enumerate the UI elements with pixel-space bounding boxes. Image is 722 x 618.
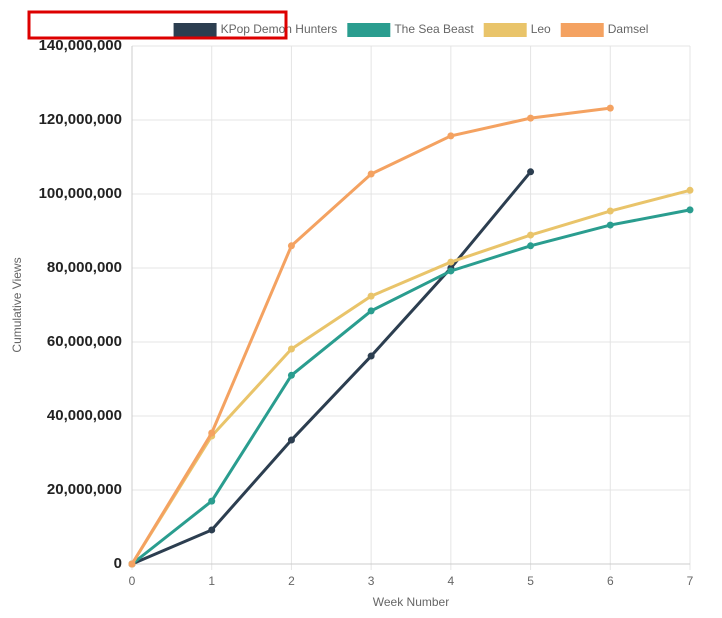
legend-item: Leo [483, 22, 551, 37]
data-point [527, 231, 535, 239]
data-point [287, 242, 295, 250]
data-point [287, 436, 295, 444]
data-point [686, 206, 694, 214]
data-point [606, 221, 614, 229]
data-point [128, 560, 136, 568]
series-line [131, 208, 691, 566]
highlight-box [27, 10, 288, 40]
y-tick-label: 20,000,000 [47, 481, 122, 498]
data-point [208, 526, 216, 534]
x-tick-label: 2 [288, 574, 295, 588]
legend-label: Leo [531, 22, 551, 36]
legend-label: KPop Demon Hunters [221, 22, 338, 36]
y-tick-label: 120,000,000 [39, 111, 122, 128]
data-point [447, 267, 455, 275]
data-point [367, 352, 375, 360]
data-point [367, 170, 375, 178]
data-point [367, 292, 375, 300]
series-line [130, 188, 691, 565]
legend-swatch [173, 23, 217, 37]
x-tick-label: 3 [368, 574, 375, 588]
data-point [527, 242, 535, 250]
data-point [686, 186, 694, 194]
x-tick-label: 1 [208, 574, 215, 588]
data-point [287, 371, 295, 379]
data-point [606, 207, 614, 215]
x-axis-title: Week Number [373, 595, 449, 609]
y-tick-label: 0 [114, 555, 122, 572]
series-line [131, 170, 532, 566]
legend-item: Damsel [560, 22, 649, 37]
y-axis-title: Cumulative Views [10, 257, 24, 352]
x-tick-label: 6 [607, 574, 614, 588]
legend-item: The Sea Beast [347, 22, 474, 37]
data-point [527, 114, 535, 122]
data-point [447, 132, 455, 140]
legend-swatch [347, 23, 391, 37]
x-tick-label: 7 [687, 574, 694, 588]
x-tick-label: 4 [448, 574, 455, 588]
legend-item: KPop Demon Hunters [173, 22, 338, 37]
y-tick-label: 40,000,000 [47, 407, 122, 424]
x-tick-label: 0 [129, 574, 136, 588]
legend: KPop Demon Hunters The Sea Beast Leo Damsel [173, 22, 649, 37]
data-point [287, 345, 295, 353]
legend-swatch [560, 23, 604, 37]
y-tick-label: 100,000,000 [39, 185, 122, 202]
data-point [208, 497, 216, 505]
y-tick-label: 80,000,000 [47, 259, 122, 276]
data-point [606, 104, 614, 112]
y-tick-label: 140,000,000 [39, 37, 122, 54]
data-point [367, 307, 375, 315]
legend-label: Damsel [608, 22, 649, 36]
data-point [447, 258, 455, 266]
y-tick-label: 60,000,000 [47, 333, 122, 350]
data-point [527, 168, 535, 176]
data-point [208, 429, 216, 437]
legend-label: The Sea Beast [394, 22, 474, 36]
legend-swatch [483, 23, 527, 37]
x-tick-label: 5 [527, 574, 534, 588]
